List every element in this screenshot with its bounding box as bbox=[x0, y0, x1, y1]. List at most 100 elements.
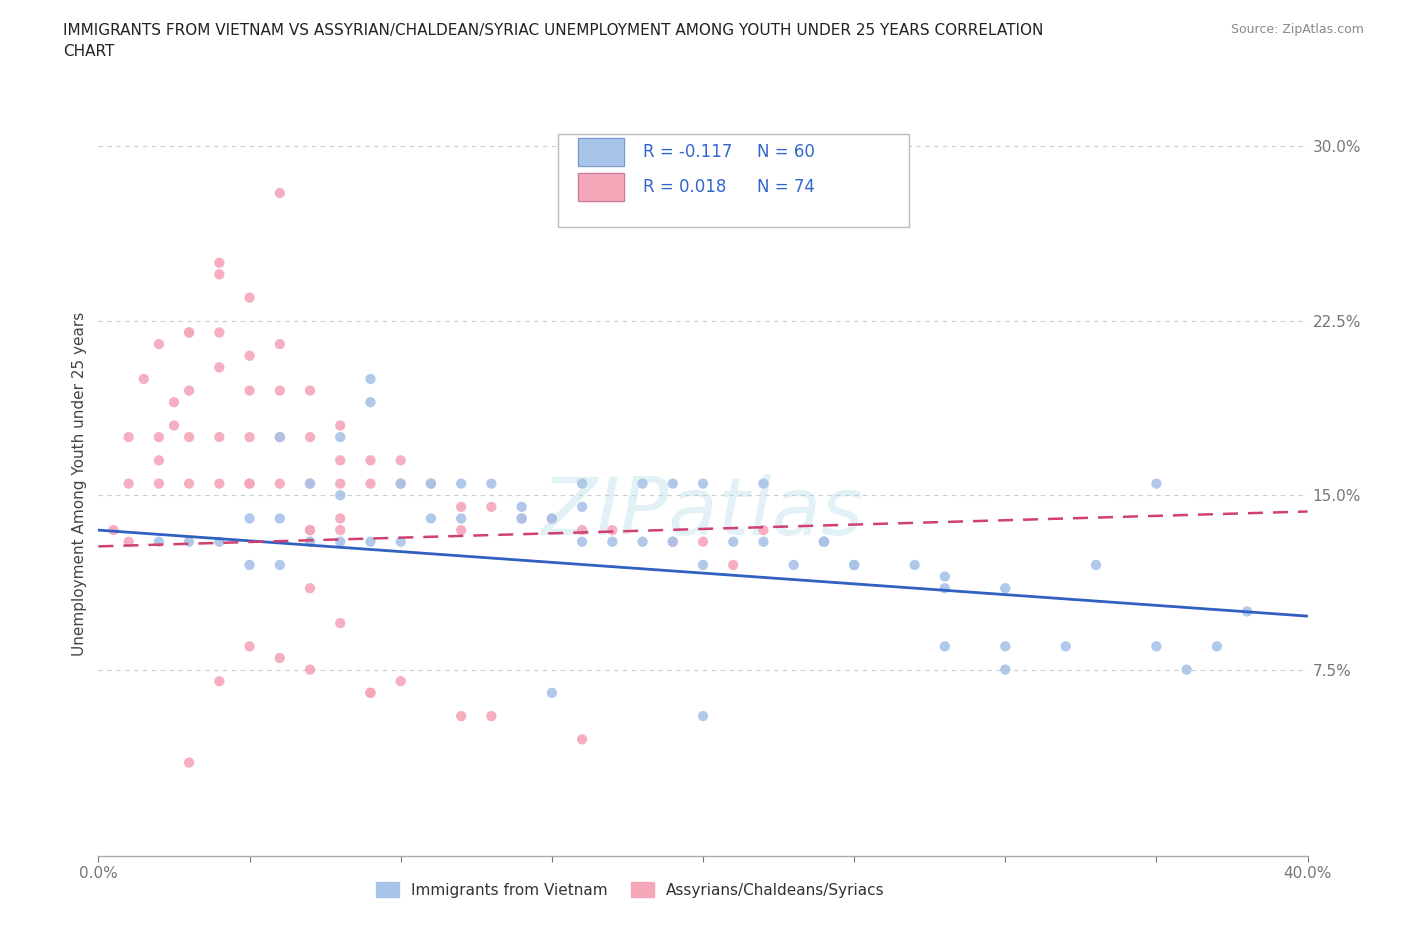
Point bbox=[602, 534, 624, 549]
Point bbox=[179, 755, 201, 770]
Point bbox=[752, 476, 775, 491]
Text: ZIPatlas: ZIPatlas bbox=[541, 474, 865, 552]
Point bbox=[723, 558, 745, 573]
Point bbox=[103, 523, 125, 538]
Point bbox=[1085, 558, 1108, 573]
Point bbox=[661, 534, 683, 549]
Text: R = 0.018: R = 0.018 bbox=[643, 178, 725, 195]
Point bbox=[1144, 476, 1167, 491]
Point bbox=[904, 558, 927, 573]
Point bbox=[360, 534, 382, 549]
Point bbox=[510, 512, 533, 526]
Point bbox=[661, 534, 683, 549]
Point bbox=[299, 534, 322, 549]
Point bbox=[239, 349, 262, 364]
Point bbox=[571, 499, 593, 514]
Point bbox=[692, 476, 714, 491]
Point bbox=[269, 558, 291, 573]
Point bbox=[329, 523, 352, 538]
Point bbox=[239, 639, 262, 654]
Point bbox=[510, 499, 533, 514]
Point bbox=[510, 512, 533, 526]
Point bbox=[208, 326, 231, 340]
Point bbox=[148, 430, 170, 445]
Point bbox=[692, 709, 714, 724]
Point bbox=[239, 476, 262, 491]
Point bbox=[571, 534, 593, 549]
Point bbox=[329, 418, 352, 433]
Point bbox=[934, 639, 956, 654]
Point bbox=[118, 430, 141, 445]
Point bbox=[329, 430, 352, 445]
Point bbox=[389, 453, 412, 468]
Point bbox=[269, 337, 291, 352]
Point bbox=[813, 534, 835, 549]
Point bbox=[208, 267, 231, 282]
Point bbox=[299, 476, 322, 491]
Point bbox=[329, 512, 352, 526]
Text: Source: ZipAtlas.com: Source: ZipAtlas.com bbox=[1230, 23, 1364, 36]
Text: IMMIGRANTS FROM VIETNAM VS ASSYRIAN/CHALDEAN/SYRIAC UNEMPLOYMENT AMONG YOUTH UND: IMMIGRANTS FROM VIETNAM VS ASSYRIAN/CHAL… bbox=[63, 23, 1043, 60]
Point bbox=[269, 651, 291, 666]
Point bbox=[450, 523, 472, 538]
Point bbox=[329, 453, 352, 468]
Point bbox=[148, 534, 170, 549]
Point bbox=[934, 580, 956, 596]
Point bbox=[208, 534, 231, 549]
Point bbox=[420, 476, 443, 491]
Point bbox=[148, 337, 170, 352]
Bar bbox=[578, 173, 624, 201]
Point bbox=[1144, 639, 1167, 654]
Point bbox=[299, 662, 322, 677]
Point bbox=[571, 523, 593, 538]
Point bbox=[540, 685, 562, 700]
Point bbox=[450, 709, 472, 724]
Point bbox=[783, 558, 806, 573]
Bar bbox=[578, 138, 624, 166]
Point bbox=[540, 512, 562, 526]
Point bbox=[239, 290, 262, 305]
Point bbox=[571, 476, 593, 491]
Point bbox=[179, 326, 201, 340]
Point bbox=[481, 499, 503, 514]
Point bbox=[239, 476, 262, 491]
Bar bbox=[578, 173, 624, 201]
Point bbox=[631, 534, 654, 549]
Point bbox=[813, 534, 835, 549]
Point bbox=[540, 512, 562, 526]
Point bbox=[148, 453, 170, 468]
Point bbox=[994, 662, 1017, 677]
Point bbox=[269, 476, 291, 491]
Point bbox=[450, 499, 472, 514]
Point bbox=[208, 360, 231, 375]
Point bbox=[299, 383, 322, 398]
Point bbox=[1236, 604, 1258, 619]
Point bbox=[692, 558, 714, 573]
Point bbox=[752, 523, 775, 538]
Point bbox=[329, 488, 352, 503]
Point bbox=[239, 512, 262, 526]
Point bbox=[269, 430, 291, 445]
Point bbox=[360, 685, 382, 700]
Point bbox=[269, 430, 291, 445]
Point bbox=[450, 512, 472, 526]
Point bbox=[994, 580, 1017, 596]
Point bbox=[389, 534, 412, 549]
Point bbox=[420, 512, 443, 526]
Point bbox=[208, 673, 231, 688]
Point bbox=[163, 418, 186, 433]
Point bbox=[179, 534, 201, 549]
Point bbox=[450, 476, 472, 491]
Point bbox=[844, 558, 866, 573]
Point bbox=[118, 534, 141, 549]
Point bbox=[299, 523, 322, 538]
Point bbox=[179, 326, 201, 340]
Point bbox=[420, 476, 443, 491]
Point bbox=[179, 430, 201, 445]
Point bbox=[1206, 639, 1229, 654]
Text: N = 74: N = 74 bbox=[758, 178, 815, 195]
Point bbox=[481, 709, 503, 724]
Point bbox=[118, 476, 141, 491]
Point bbox=[389, 476, 412, 491]
Point bbox=[389, 673, 412, 688]
